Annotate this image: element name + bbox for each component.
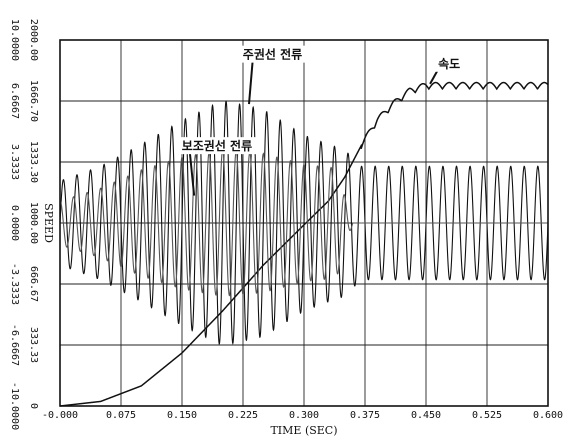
annotation-leader: [188, 153, 196, 196]
x-tick-label: 0.375: [350, 410, 380, 421]
y-inner-tick-label: 1000.00: [28, 202, 39, 244]
x-tick-label: 0.075: [106, 410, 136, 421]
x-axis-label: TIME (SEC): [270, 424, 337, 437]
annotation-label: 보조권선 전류: [182, 138, 252, 153]
y-inner-tick-label: 333.33: [28, 327, 39, 363]
annotation-background: [434, 54, 465, 72]
annotation-label: 속도: [438, 57, 460, 71]
annotation-label: 주권선 전류: [243, 47, 302, 62]
y-outer-tick-label: -10.0000: [9, 382, 20, 430]
x-tick-label: 0.525: [472, 410, 502, 421]
y-outer-tick-label: -3.3333: [9, 263, 20, 305]
y-outer-tick-label: 10.0000: [9, 19, 20, 61]
x-tick-label: 0.450: [411, 410, 441, 421]
series-3-current-line: [59, 148, 548, 297]
x-tick-label: 0.600: [533, 410, 563, 421]
x-tick-label: 0.150: [167, 410, 197, 421]
y-axis-label: SPEED: [42, 203, 55, 243]
y-inner-tick-label: 1666.70: [28, 80, 39, 122]
annotation-leader: [248, 58, 254, 105]
tick-labels: -0.000 0.075 0.150 0.225 0.300 0.375 0.450 0.52…: [9, 19, 563, 430]
y-outer-tick-label: 0.0000: [9, 205, 20, 241]
y-inner-tick-label: 2000.00: [28, 19, 39, 61]
x-tick-label: 0.225: [228, 410, 258, 421]
y-outer-tick-label: 6.6667: [9, 83, 20, 119]
y-inner-tick-label: 666.67: [28, 266, 39, 302]
annotation-background: [238, 45, 313, 63]
y-outer-tick-label: 3.3333: [9, 144, 20, 180]
series-layer: [59, 81, 549, 407]
y-inner-tick-label: 1333.30: [28, 141, 39, 183]
x-tick-label: 0.300: [289, 410, 319, 421]
annotation-background: [177, 137, 263, 155]
x-tick-label: -0.000: [42, 410, 78, 421]
y-inner-tick-label: 0: [28, 403, 39, 409]
y-outer-tick-label: -6.6667: [9, 324, 20, 366]
plot-frame: [59, 39, 549, 407]
